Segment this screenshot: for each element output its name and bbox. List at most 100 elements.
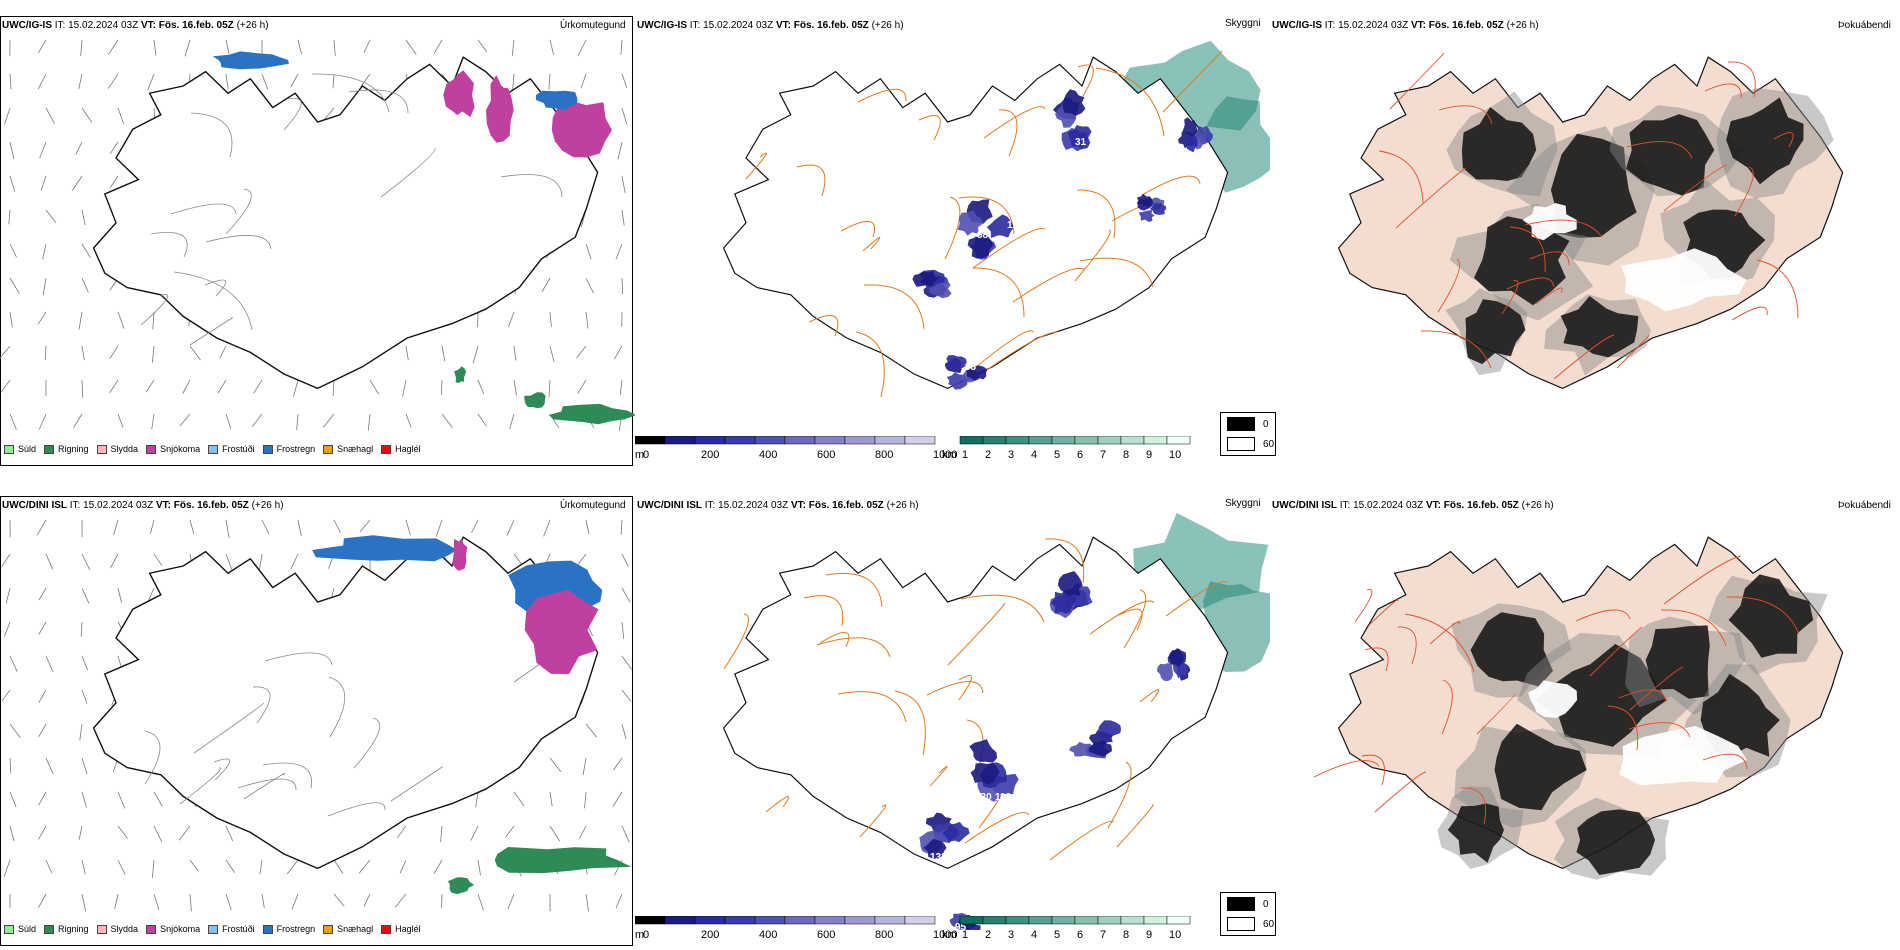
wind-barb [506, 519, 515, 536]
legend-label: Súld [18, 444, 37, 454]
wind-barb [153, 553, 163, 566]
visibility-scale-tick: 5 [1054, 929, 1060, 941]
ceiling-label: 13 [1115, 707, 1127, 718]
low-ceiling-area [912, 271, 939, 287]
road-line [1361, 754, 1385, 786]
legend-label: Frostúði [222, 924, 255, 934]
road-line [1107, 761, 1132, 829]
fog-free-area [1619, 726, 1747, 786]
visibility-scale-swatch [1120, 916, 1145, 925]
init-time: IT: 15.02.2024 03Z [704, 500, 789, 511]
ceiling-scale-tick: 200 [701, 449, 719, 461]
wind-barb [117, 311, 125, 329]
wind-barb [45, 859, 53, 874]
road-line [1438, 105, 1493, 125]
road-line [1476, 692, 1517, 735]
legend-label: Snæhagl [337, 444, 374, 454]
wind-barb [261, 893, 265, 909]
wind-barb [81, 243, 91, 259]
wind-barb [297, 39, 302, 55]
legend-swatch [4, 924, 14, 934]
wind-barb [507, 893, 515, 910]
valid-time-label: VT: [790, 500, 806, 511]
wind-barb [1, 689, 11, 702]
wind-barb [333, 39, 336, 56]
fog-dense-area [1465, 299, 1526, 365]
road-line [252, 686, 271, 724]
wind-barb [621, 587, 631, 603]
wind-barb [253, 379, 263, 394]
ceiling-scale-swatch [814, 436, 846, 445]
precip-legend-item: Slydda [96, 444, 138, 454]
visibility-scale-swatch [1143, 436, 1168, 445]
road-line [225, 188, 252, 235]
road-line [390, 766, 443, 802]
precip-legend-item: Snjókoma [146, 444, 200, 454]
valid-time-label: VT: [775, 20, 791, 31]
road-line [327, 802, 386, 817]
panel-title: UWC/DINI ISL IT: 15.02.2024 03Z VT: Fös.… [637, 500, 919, 512]
wind-barb [80, 621, 83, 637]
visibility-map: 151 31 21 12 103 98 12 89 96 95 [722, 40, 1270, 398]
fog-dense-area [1560, 296, 1639, 358]
wind-barb [405, 345, 409, 361]
visibility-scale-swatch [959, 436, 984, 445]
wind-barb [286, 859, 299, 875]
wind-barb [189, 859, 199, 872]
low-ceiling-area [1157, 663, 1173, 682]
low-ceiling-area [1149, 203, 1166, 215]
ceiling-scale-tick: 0 [643, 449, 649, 461]
precip-legend: Súld Rigning Slydda Snjókoma Frostúði Frostre… [4, 924, 429, 934]
ceiling-scale-tick: 200 [701, 929, 719, 941]
wind-barb [42, 243, 47, 260]
wind-barb [145, 379, 155, 393]
wind-barb [477, 379, 485, 395]
wind-barb [621, 723, 627, 740]
road-line [1139, 689, 1160, 703]
wind-barb [580, 73, 587, 89]
legend-swatch [44, 444, 55, 454]
wind-barb [471, 519, 479, 533]
precip-type-panel: UWC/DINI ISL IT: 15.02.2024 03Z VT: Fös.… [0, 494, 635, 946]
wind-barb [9, 141, 15, 160]
road-line [1773, 132, 1794, 148]
iceland-coastline [722, 536, 1229, 870]
ceiling-label: 103 [1055, 182, 1072, 193]
road-line [1089, 600, 1155, 635]
legend-label: Frostregn [276, 444, 316, 454]
precip-legend-item: Frostúði [208, 924, 255, 934]
wind-barb [179, 413, 191, 427]
road-line [1012, 267, 1086, 303]
road-line [1663, 555, 1742, 605]
wind-barb [363, 39, 371, 53]
wind-barb [323, 107, 335, 121]
ceiling-label: 151 [1085, 117, 1102, 128]
visibility-scale-tick: 10 [1169, 929, 1181, 941]
low-ceiling-area [970, 763, 1000, 785]
road-line [944, 196, 961, 260]
wind-barb [615, 893, 623, 909]
visibility-scale-tick: 6 [1077, 449, 1083, 461]
ceiling-scale-swatch [784, 436, 816, 445]
ceiling-scale-tick: 800 [875, 449, 893, 461]
wind-barb [613, 345, 623, 360]
wind-barb [433, 859, 443, 875]
road-line [170, 203, 237, 215]
wind-barb [153, 825, 163, 843]
wind-barb [40, 175, 47, 191]
wind-barb [152, 859, 155, 878]
road-line [1095, 67, 1165, 137]
wind-barb [549, 757, 562, 772]
low-ceiling-area [923, 838, 947, 859]
low-ceiling-area [1050, 589, 1077, 614]
visibility-scale-swatch [1166, 436, 1191, 445]
road-line [1404, 613, 1475, 673]
wind-barb [38, 621, 47, 635]
wind-barb [402, 379, 407, 397]
fog-indicator-map [1337, 52, 1844, 390]
road-line [1077, 64, 1094, 97]
fog-legend-item: 0 [1227, 417, 1269, 431]
wind-barb [297, 519, 302, 537]
wind-barb [394, 893, 407, 908]
fog-dense-area [1700, 673, 1780, 757]
